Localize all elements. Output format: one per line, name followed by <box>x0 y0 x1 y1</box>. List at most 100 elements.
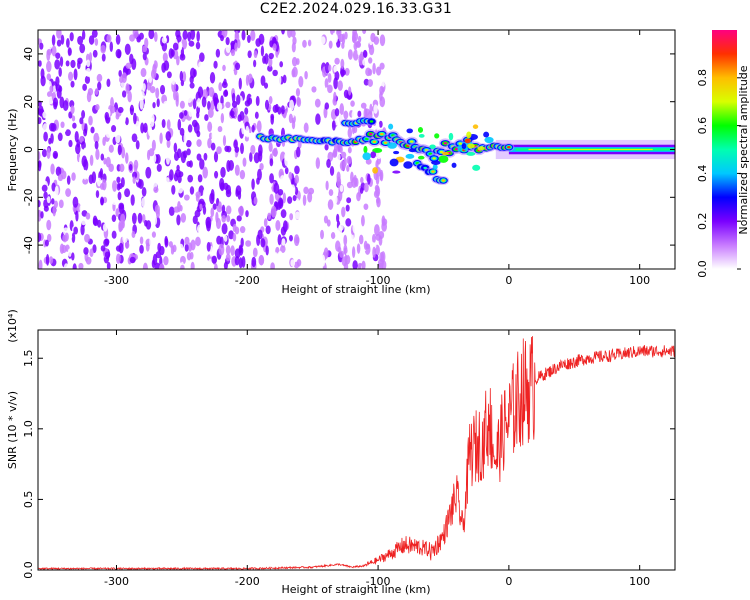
noise-speckle <box>253 59 257 68</box>
noise-speckle <box>167 217 172 226</box>
noise-speckle <box>133 112 137 125</box>
noise-speckle <box>93 132 100 144</box>
noise-speckle <box>290 30 296 38</box>
noise-speckle <box>38 232 42 243</box>
noise-speckle <box>201 96 207 108</box>
noise-speckle <box>328 189 334 196</box>
noise-speckle <box>240 237 244 248</box>
noise-speckle <box>86 59 91 68</box>
noise-speckle <box>97 81 102 91</box>
noise-speckle <box>60 121 65 129</box>
noise-speckle <box>369 103 373 116</box>
noise-speckle <box>302 194 307 206</box>
noise-speckle <box>129 256 136 264</box>
noise-speckle <box>249 152 253 163</box>
noise-speckle <box>281 30 285 35</box>
noise-speckle <box>124 43 131 55</box>
colorbar-label: Normalized spectral amplitude <box>737 65 750 234</box>
noise-speckle <box>152 101 156 109</box>
noise-speckle <box>228 230 234 240</box>
noise-speckle <box>91 171 97 184</box>
noise-speckle <box>105 128 112 139</box>
noise-speckle <box>111 230 117 239</box>
noise-speckle <box>295 236 300 244</box>
noise-speckle <box>71 252 75 261</box>
noise-speckle <box>98 128 105 139</box>
noise-speckle <box>115 208 119 217</box>
noise-speckle <box>74 130 79 143</box>
noise-speckle <box>263 218 268 228</box>
noise-speckle <box>138 179 144 189</box>
noise-speckle <box>212 92 219 104</box>
noise-speckle <box>89 248 94 258</box>
noise-speckle <box>378 262 384 269</box>
noise-speckle <box>240 142 244 155</box>
noise-speckle <box>282 74 287 84</box>
noise-speckle <box>95 190 100 198</box>
noise-speckle <box>50 163 55 175</box>
noise-speckle <box>339 160 346 171</box>
noise-speckle <box>365 243 371 250</box>
noise-speckle <box>273 252 279 262</box>
noise-speckle <box>140 67 147 78</box>
noise-speckle <box>270 262 275 269</box>
noise-speckle <box>88 115 93 126</box>
noise-speckle <box>250 144 256 155</box>
noise-speckle <box>346 181 353 189</box>
noise-speckle <box>364 108 370 116</box>
spectrogram-y-tick-label: -20 <box>22 188 35 206</box>
noise-speckle <box>141 225 146 234</box>
noise-speckle <box>45 254 50 266</box>
noise-speckle <box>102 144 108 152</box>
noise-speckle <box>253 50 258 59</box>
noise-speckle <box>340 69 346 76</box>
noise-speckle <box>143 122 148 134</box>
noise-speckle <box>282 220 288 233</box>
noise-speckle-field <box>38 30 388 269</box>
noise-speckle <box>149 57 155 66</box>
spectrogram-y-tick-label: 0 <box>22 146 35 153</box>
noise-speckle <box>314 98 321 108</box>
noise-speckle <box>170 90 174 98</box>
snr-y-axis-label: SNR (10 * v/v) <box>6 391 19 469</box>
noise-speckle <box>61 244 67 254</box>
noise-speckle <box>141 134 147 143</box>
noise-speckle <box>286 77 291 84</box>
noise-speckle <box>111 197 117 206</box>
snr-x-tick-label: 100 <box>629 575 650 588</box>
noise-speckle <box>186 94 193 104</box>
noise-speckle <box>180 79 185 87</box>
noise-speckle <box>213 60 218 69</box>
noise-speckle <box>129 104 135 116</box>
spectrogram-x-axis-label: Height of straight line (km) <box>281 283 430 296</box>
chart-title: C2E2.2024.029.16.33.G31 <box>259 1 453 17</box>
noise-speckle <box>260 45 265 57</box>
noise-speckle <box>196 139 202 147</box>
noise-speckle <box>38 105 44 117</box>
noise-speckle <box>202 166 208 179</box>
noise-speckle <box>150 117 155 128</box>
noise-speckle <box>166 71 172 79</box>
noise-speckle <box>87 185 93 196</box>
noise-speckle <box>258 264 263 269</box>
noise-speckle <box>255 95 260 107</box>
noise-speckle <box>46 73 52 81</box>
noise-speckle <box>357 48 361 56</box>
noise-speckle <box>63 149 70 161</box>
noise-speckle <box>69 32 74 42</box>
noise-speckle <box>250 30 256 42</box>
noise-speckle <box>235 62 241 71</box>
noise-speckle <box>155 251 162 259</box>
noise-speckle <box>225 36 230 46</box>
noise-speckle <box>83 247 89 255</box>
noise-speckle <box>38 200 41 208</box>
noise-speckle <box>290 259 296 267</box>
noise-speckle <box>92 215 98 226</box>
noise-speckle <box>64 232 69 242</box>
noise-speckle <box>349 232 354 243</box>
noise-speckle <box>116 182 121 191</box>
noise-speckle <box>282 192 287 204</box>
noise-speckle <box>334 70 340 81</box>
noise-speckle <box>363 182 369 193</box>
noise-speckle <box>120 177 125 188</box>
